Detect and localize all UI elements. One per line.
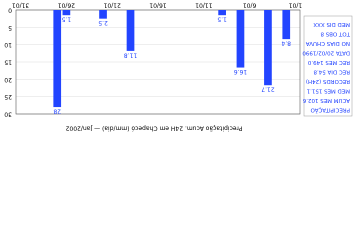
x-tick-label: 1/01 bbox=[289, 2, 303, 9]
x-tick-label: 21/01 bbox=[103, 2, 120, 9]
value-label: 2.5 bbox=[98, 19, 108, 26]
value-label: 8.4 bbox=[281, 40, 291, 47]
legend-line: DATA 20/02/1990 bbox=[302, 50, 350, 56]
legend-line: PRECIPITAÇÃO bbox=[310, 107, 350, 114]
y-tick-label: 15 bbox=[4, 59, 12, 66]
legend-line: NO DIAS CHUVA bbox=[306, 40, 350, 46]
bar bbox=[282, 10, 291, 40]
plot-frame bbox=[15, 9, 301, 115]
legend-line: REC DIA 54.8 bbox=[313, 69, 350, 75]
x-tick-label: 6/01 bbox=[243, 2, 257, 9]
legend-line: REC MES 149.0 bbox=[307, 59, 350, 65]
value-label: 21.7 bbox=[261, 86, 275, 93]
bar bbox=[53, 10, 62, 108]
bar bbox=[99, 10, 107, 19]
value-label: 11.8 bbox=[124, 51, 138, 58]
bar bbox=[126, 10, 135, 51]
x-tick-label: 31/01 bbox=[12, 2, 29, 9]
legend-box bbox=[303, 15, 353, 117]
y-tick-label: 25 bbox=[4, 93, 12, 100]
bar bbox=[264, 10, 272, 86]
legend-line: TOT OBS 8 bbox=[320, 31, 351, 37]
chart-title: Precipitação Acum. 24H em Chapecó (mm/di… bbox=[65, 125, 242, 132]
x-tick-label: 16/01 bbox=[149, 2, 166, 9]
value-label: 1.5 bbox=[61, 16, 71, 23]
bar bbox=[62, 10, 71, 16]
x-tick-label: 11/01 bbox=[195, 2, 212, 9]
y-tick-label: 5 bbox=[8, 24, 12, 31]
y-tick-label: 20 bbox=[4, 76, 12, 83]
legend-line: MED DIS XXX bbox=[313, 21, 350, 27]
x-tick-label: 26/01 bbox=[58, 2, 75, 9]
chart: Precipitação Acum. 24H em Chapecó (mm/di… bbox=[0, 0, 354, 136]
bar bbox=[236, 10, 245, 68]
y-tick-label: 10 bbox=[4, 41, 12, 48]
legend-line: ACUM MES 102.6 bbox=[302, 97, 350, 103]
y-tick-label: 0 bbox=[8, 7, 12, 14]
legend-line: RECORDS (24H) bbox=[306, 78, 350, 84]
value-label: 28 bbox=[53, 108, 61, 115]
y-tick-label: 30 bbox=[4, 111, 12, 118]
page: {"chart_data": {"type": "bar", "title": … bbox=[0, 0, 354, 136]
value-label: 16.6 bbox=[234, 68, 248, 75]
value-label: 1.5 bbox=[217, 16, 227, 23]
legend-line: MED MES 151.1 bbox=[307, 88, 350, 94]
background bbox=[0, 0, 354, 136]
bar bbox=[218, 10, 226, 16]
